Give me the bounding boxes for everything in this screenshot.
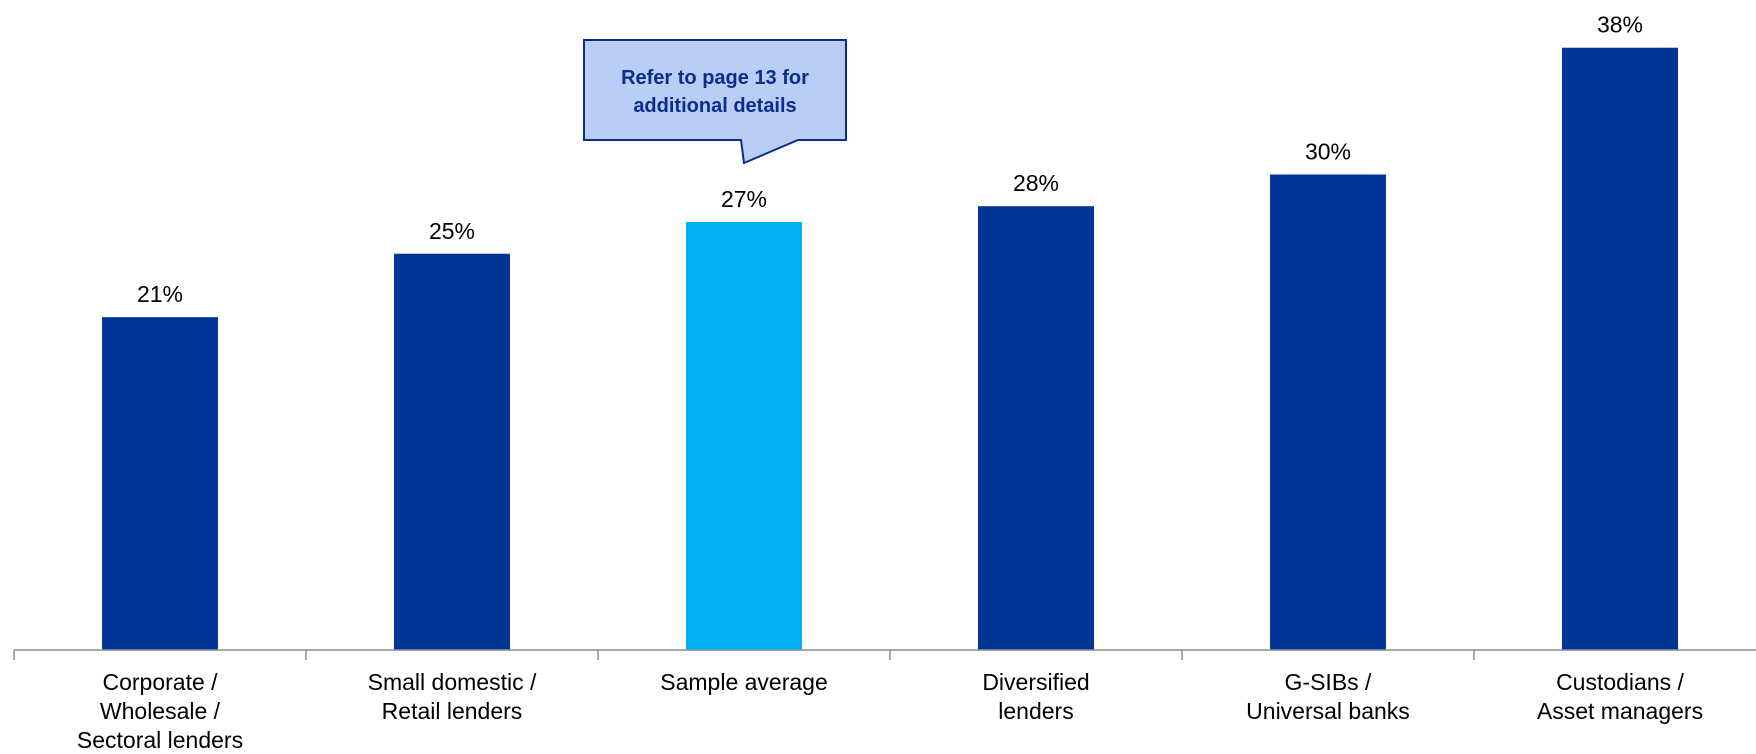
bar [1270,174,1386,650]
category-tick-label: Corporate / [102,669,218,695]
category-tick-label: Sectoral lenders [77,727,243,753]
category-tick-label: Wholesale / [100,698,221,724]
category-tick-label: Sample average [660,669,828,695]
x-axis [13,649,1756,660]
callout-box [583,39,847,165]
category-tick-label: lenders [998,698,1073,724]
bar [394,253,510,650]
callout: Refer to page 13 for additional details [583,39,847,165]
category-tick-label: Small domestic / [368,669,537,695]
data-label: 30% [1305,139,1351,165]
callout-text: additional details [633,95,796,117]
callout-text: Refer to page 13 for [621,67,809,89]
value-labels-group: 21% 25% 27% 28% 30% 38% [137,12,1643,307]
category-tick-label: Diversified [982,669,1089,695]
data-label: 21% [137,281,183,307]
bar [102,317,218,650]
bar [686,222,802,651]
bars-group [102,47,1678,651]
bar [978,206,1094,650]
data-label: 28% [1013,170,1059,196]
category-tick-label: Universal banks [1246,698,1410,724]
category-tick-label: Asset managers [1537,698,1703,724]
data-label: 25% [429,218,475,244]
data-label: 38% [1597,12,1643,38]
bar [1562,47,1678,650]
category-tick-label: Custodians / [1556,669,1684,695]
category-tick-label: G-SIBs / [1285,669,1373,695]
category-tick-label: Retail lenders [382,698,523,724]
category-labels-group: Corporate / Wholesale / Sectoral lenders Sm… [77,669,1703,753]
data-label: 27% [721,186,767,212]
